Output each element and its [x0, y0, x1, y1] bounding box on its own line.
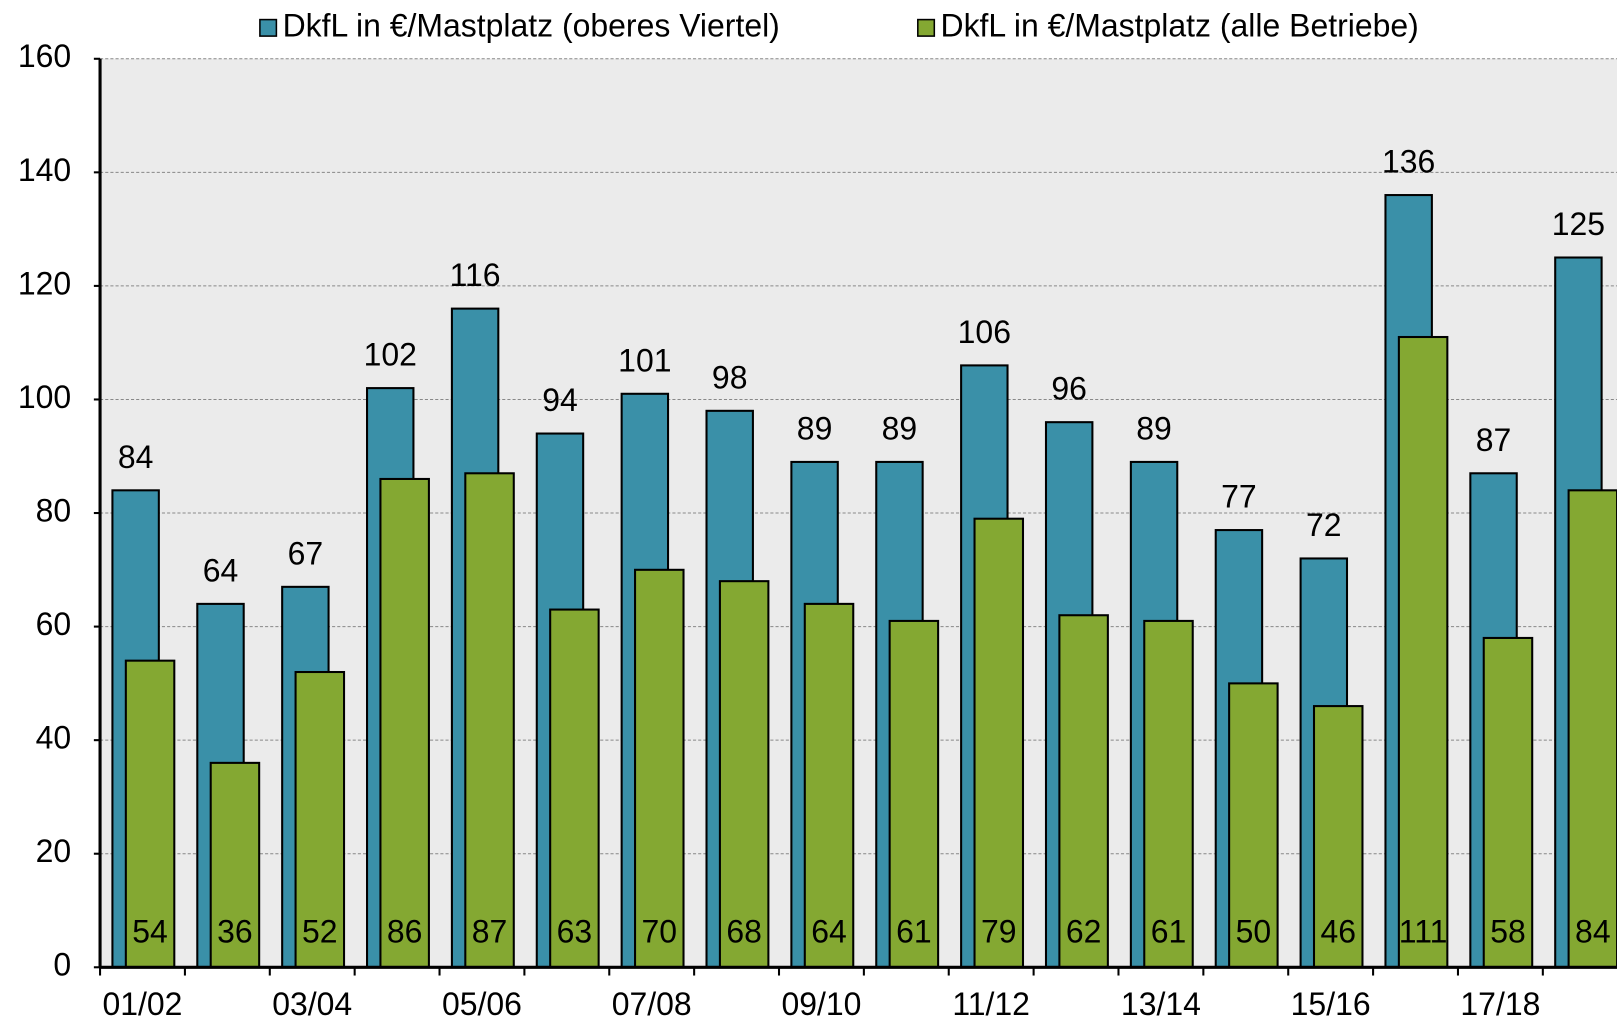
- value-label: 64: [811, 914, 847, 950]
- bar: [1143, 619, 1194, 969]
- legend-label: DkfL in €/Mastplatz (alle Betriebe): [940, 7, 1418, 43]
- value-label: 62: [1066, 914, 1102, 950]
- bar: [1567, 489, 1617, 969]
- value-label: 102: [364, 337, 417, 373]
- bar: [124, 659, 176, 969]
- bar: [973, 517, 1025, 969]
- value-label: 79: [981, 914, 1017, 950]
- y-tick-label: 80: [36, 492, 72, 528]
- bar: [379, 477, 430, 969]
- value-label: 50: [1236, 914, 1272, 950]
- value-label: 111: [1399, 914, 1448, 950]
- value-label: 89: [1136, 410, 1172, 446]
- value-label: 58: [1490, 914, 1526, 950]
- y-tick-label: 140: [18, 152, 71, 188]
- value-label: 72: [1306, 507, 1342, 543]
- x-tick-label: 09/10: [781, 986, 861, 1022]
- bar: [294, 670, 346, 969]
- value-label: 67: [288, 535, 324, 571]
- value-label: 77: [1221, 479, 1257, 515]
- value-label: 52: [302, 914, 338, 950]
- bar: [1397, 335, 1449, 969]
- value-label: 84: [118, 439, 154, 475]
- x-tick-label: 17/18: [1460, 986, 1540, 1022]
- y-tick-label: 160: [18, 38, 71, 74]
- value-label: 87: [472, 914, 508, 950]
- value-label: 70: [642, 914, 678, 950]
- value-label: 89: [797, 410, 833, 446]
- y-tick-label: 40: [36, 720, 72, 756]
- x-tick-label: 11/12: [952, 986, 1030, 1022]
- value-label: 106: [958, 314, 1011, 350]
- x-tick-label: 05/06: [442, 986, 522, 1022]
- bar: [888, 619, 940, 969]
- y-tick-label: 20: [36, 833, 72, 869]
- value-label: 68: [726, 914, 762, 950]
- bar: [209, 761, 261, 969]
- y-tick-label: 100: [18, 379, 71, 415]
- bar: [718, 580, 770, 969]
- y-tick-label: 0: [53, 947, 71, 983]
- value-label: 125: [1552, 206, 1605, 242]
- x-tick-label: 01/02: [103, 986, 183, 1022]
- x-tick-label: 03/04: [272, 986, 352, 1022]
- value-label: 116: [450, 257, 501, 293]
- value-label: 89: [882, 410, 918, 446]
- value-label: 87: [1476, 422, 1512, 458]
- value-label: 136: [1382, 144, 1435, 180]
- x-tick-label: 15/16: [1291, 986, 1371, 1022]
- bar: [464, 472, 515, 969]
- value-label: 86: [387, 914, 423, 950]
- value-label: 54: [132, 914, 168, 950]
- value-label: 94: [542, 382, 578, 418]
- value-label: 84: [1575, 914, 1611, 950]
- value-label: 98: [712, 359, 748, 395]
- bar: [1228, 682, 1279, 969]
- value-label: 64: [203, 552, 239, 588]
- legend-swatch: [259, 18, 278, 37]
- legend-label: DkfL in €/Mastplatz (oberes Viertel): [283, 7, 780, 43]
- value-label: 63: [557, 914, 593, 950]
- y-tick-label: 120: [18, 265, 71, 301]
- value-label: 61: [896, 914, 932, 950]
- x-tick-label: 07/08: [612, 986, 692, 1022]
- value-label: 36: [217, 914, 253, 950]
- value-label: 61: [1151, 914, 1187, 950]
- x-tick-label: 13/14: [1121, 986, 1201, 1022]
- bar: [634, 568, 685, 969]
- value-label: 101: [618, 342, 671, 378]
- value-label: 96: [1051, 371, 1087, 407]
- bar: [1058, 614, 1109, 969]
- bar: [1312, 705, 1364, 969]
- legend-swatch: [917, 18, 936, 37]
- y-tick-label: 60: [36, 606, 72, 642]
- bar: [803, 602, 855, 969]
- bar: [549, 608, 600, 969]
- value-label: 46: [1320, 914, 1356, 950]
